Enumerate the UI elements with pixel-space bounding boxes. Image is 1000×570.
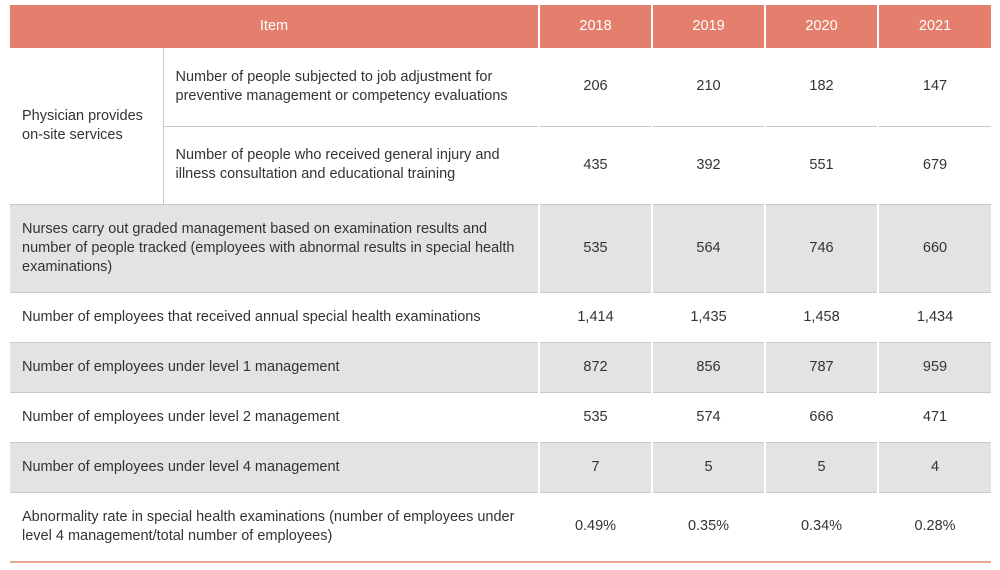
cell-value: 872 <box>539 342 654 393</box>
cell-value: 535 <box>539 204 654 293</box>
row-label: Number of employees under level 4 manage… <box>10 442 541 493</box>
row-label: Number of people subjected to job adjust… <box>163 48 541 127</box>
table-row: Abnormality rate in special health exami… <box>10 492 992 563</box>
cell-value: 435 <box>539 126 654 205</box>
table-row: Number of employees under level 4 manage… <box>10 442 992 493</box>
cell-value: 660 <box>878 204 992 293</box>
header-item: Item <box>10 5 541 48</box>
cell-value: 856 <box>652 342 767 393</box>
cell-value: 666 <box>765 392 880 443</box>
cell-value: 0.28% <box>878 492 992 563</box>
cell-value: 746 <box>765 204 880 293</box>
row-label: Abnormality rate in special health exami… <box>10 492 541 563</box>
table-row: Number of employees under level 1 manage… <box>10 342 992 393</box>
cell-value: 564 <box>652 204 767 293</box>
cell-value: 182 <box>765 48 880 127</box>
cell-value: 0.49% <box>539 492 654 563</box>
cell-value: 4 <box>878 442 992 493</box>
cell-value: 535 <box>539 392 654 443</box>
cell-value: 5 <box>652 442 767 493</box>
row-label: Number of people who received general in… <box>163 126 541 205</box>
cell-value: 7 <box>539 442 654 493</box>
physician-group-label: Physician provides on-site services <box>10 48 164 205</box>
header-year-2021: 2021 <box>878 5 992 48</box>
cell-value: 210 <box>652 48 767 127</box>
row-label: Nurses carry out graded management based… <box>10 204 541 293</box>
table-row: Physician provides on-site services Numb… <box>10 48 992 205</box>
cell-value: 679 <box>878 126 992 205</box>
cell-value: 787 <box>765 342 880 393</box>
cell-value: 392 <box>652 126 767 205</box>
cell-value: 551 <box>765 126 880 205</box>
cell-value: 471 <box>878 392 992 443</box>
header-year-2019: 2019 <box>652 5 767 48</box>
row-label: Number of employees under level 2 manage… <box>10 392 541 443</box>
health-management-table-container: Item 2018 2019 2020 2021 Physician provi… <box>10 5 992 563</box>
table-row: Number of employees under level 2 manage… <box>10 392 992 443</box>
table-row: Number of employees that received annual… <box>10 292 992 343</box>
cell-value: 1,435 <box>652 292 767 343</box>
cell-value: 1,414 <box>539 292 654 343</box>
row-label: Number of employees under level 1 manage… <box>10 342 541 393</box>
cell-value: 0.34% <box>765 492 880 563</box>
cell-value: 959 <box>878 342 992 393</box>
row-label: Number of employees that received annual… <box>10 292 541 343</box>
cell-value: 574 <box>652 392 767 443</box>
header-year-2020: 2020 <box>765 5 880 48</box>
cell-value: 206 <box>539 48 654 127</box>
cell-value: 1,458 <box>765 292 880 343</box>
health-management-table: Item 2018 2019 2020 2021 Physician provi… <box>10 5 992 563</box>
header-year-2018: 2018 <box>539 5 654 48</box>
table-row: Nurses carry out graded management based… <box>10 204 992 293</box>
cell-value: 1,434 <box>878 292 992 343</box>
cell-value: 147 <box>878 48 992 127</box>
table-row: Number of people who received general in… <box>10 126 992 205</box>
header-row: Item 2018 2019 2020 2021 <box>10 5 992 48</box>
cell-value: 0.35% <box>652 492 767 563</box>
cell-value: 5 <box>765 442 880 493</box>
